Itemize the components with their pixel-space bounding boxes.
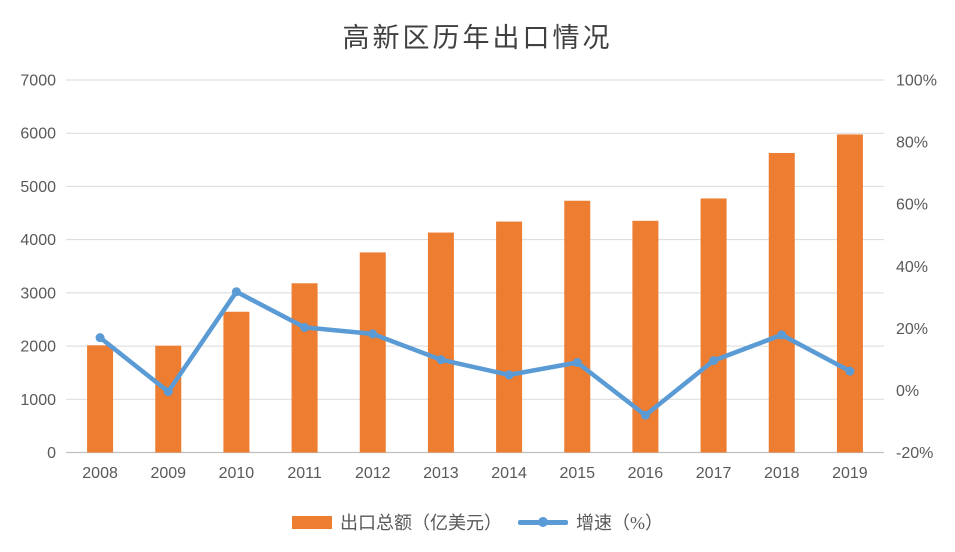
line-marker-2011 — [300, 322, 310, 332]
x-axis-label-2012: 2012 — [355, 465, 391, 482]
right-axis-label-100%: 100% — [896, 73, 937, 90]
bar-2014 — [496, 221, 523, 453]
x-axis-label-2010: 2010 — [219, 465, 255, 482]
bar-2009 — [155, 345, 182, 453]
gridlines — [66, 79, 884, 454]
growth-line-series — [95, 287, 855, 420]
bar-2013 — [427, 232, 454, 453]
right-axis-label-20%: 20% — [896, 321, 928, 338]
right-axis-label-80%: 80% — [896, 135, 928, 152]
line-marker-2019 — [845, 366, 855, 376]
bar-2008 — [87, 345, 114, 453]
x-axis-label-2016: 2016 — [628, 465, 664, 482]
line-marker-2012 — [368, 329, 378, 339]
line-marker-2009 — [163, 387, 173, 397]
legend-bar-label: 出口总额（亿美元） — [340, 513, 502, 533]
x-axis-label-2008: 2008 — [82, 465, 118, 482]
bar-2017 — [700, 198, 727, 453]
right-axis-label-60%: 60% — [896, 197, 928, 214]
x-axis-labels: 2008 2009 2010 2011 2012 2013 2014 2015 2016 2017… — [82, 465, 868, 482]
line-marker-2017 — [709, 356, 719, 366]
x-axis-label-2015: 2015 — [559, 465, 595, 482]
growth-line — [97, 289, 853, 418]
left-axis-label-7000: 7000 — [20, 73, 56, 90]
line-marker-2016 — [640, 410, 650, 420]
line-marker-2008 — [95, 333, 105, 343]
chart-legend: 出口总额（亿美元） 增速（%） — [0, 507, 955, 537]
bar-2018 — [768, 152, 795, 453]
x-axis-label-2013: 2013 — [423, 465, 459, 482]
right-axis-labels: -20% 0% 20% 40% 60% 80% 100% — [896, 73, 937, 463]
left-axis-label-5000: 5000 — [20, 179, 56, 196]
line-marker-2015 — [572, 357, 582, 367]
line-marker-2018 — [777, 330, 787, 340]
line-marker-2014 — [504, 370, 514, 380]
bar-2012 — [359, 252, 386, 453]
right-axis-label-0%: 0% — [896, 383, 919, 400]
x-axis-label-2017: 2017 — [696, 465, 732, 482]
left-axis-labels: 0 1000 2000 3000 4000 5000 6000 7000 — [20, 73, 56, 463]
x-axis-label-2014: 2014 — [491, 465, 527, 482]
bars-series — [87, 134, 863, 453]
right-axis-label-40%: 40% — [896, 259, 928, 276]
bar-2019 — [836, 134, 863, 453]
x-axis-label-2018: 2018 — [764, 465, 800, 482]
bar-2011 — [291, 283, 318, 453]
line-marker-2010 — [231, 287, 241, 297]
left-axis-label-6000: 6000 — [20, 126, 56, 143]
right-axis-label--20%: -20% — [896, 445, 933, 462]
bar-2015 — [564, 200, 591, 453]
line-marker-2013 — [436, 355, 446, 365]
x-axis-label-2011: 2011 — [287, 465, 322, 482]
left-axis-label-4000: 4000 — [20, 232, 56, 249]
x-axis-label-2019: 2019 — [832, 465, 868, 482]
legend-line-label: 增速（%） — [576, 513, 663, 533]
left-axis-label-0: 0 — [47, 445, 56, 462]
chart-title: 高新区历年出口情况 — [342, 23, 613, 53]
left-axis-label-3000: 3000 — [20, 285, 56, 302]
legend-bar-swatch-icon — [292, 515, 332, 529]
left-axis-label-2000: 2000 — [20, 339, 56, 356]
bar-2010 — [223, 311, 250, 453]
left-axis-label-1000: 1000 — [20, 392, 56, 409]
x-axis-label-2009: 2009 — [150, 465, 186, 482]
legend-line-swatch-icon — [518, 517, 568, 527]
legend-line-marker-icon — [538, 517, 548, 527]
